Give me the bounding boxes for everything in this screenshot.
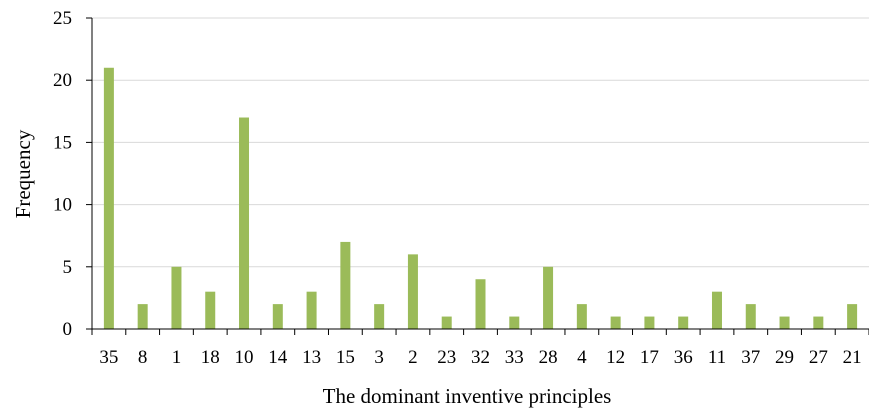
x-tick-label: 3 [374,347,384,368]
bar-21 [847,304,858,329]
bar-29 [779,316,790,329]
bar-12 [610,316,621,329]
y-tick-label: 0 [63,319,73,340]
x-tick-label: 15 [336,347,355,368]
x-tick-label: 36 [674,347,693,368]
x-tick-label: 2 [408,347,418,368]
bar-27 [813,316,824,329]
x-axis-title: The dominant inventive principles [323,384,612,408]
bar-14 [272,304,283,329]
bars [103,67,858,330]
bar-18 [205,291,216,329]
y-tick-label: 10 [53,195,72,216]
bar-37 [745,304,756,329]
y-axis-title: Frequency [11,129,35,218]
x-tick-label: 28 [539,347,558,368]
bar-8 [137,304,148,329]
bar-23 [441,316,452,329]
bar-1 [171,266,182,329]
x-tick-label: 1 [172,347,182,368]
bar-15 [340,241,351,329]
x-tick-label: 37 [741,347,760,368]
x-tick-label: 23 [437,347,456,368]
y-tick-label: 15 [53,132,72,153]
bar-10 [239,117,250,330]
x-tick-label: 17 [640,347,659,368]
x-tick-label: 21 [843,347,862,368]
y-tick-label: 25 [53,8,72,29]
x-tick-label: 18 [201,347,220,368]
x-tick-label: 13 [302,347,321,368]
bar-35 [103,67,114,329]
bar-28 [543,266,554,329]
x-tick-label: 35 [99,347,118,368]
x-tick-label: 12 [606,347,625,368]
x-tick-label: 33 [505,347,524,368]
gridlines [92,17,869,268]
x-tick-label: 32 [471,347,490,368]
bar-33 [509,316,520,329]
x-tick-label: 29 [775,347,794,368]
x-tick-label: 8 [138,347,148,368]
y-tick-label: 5 [63,257,73,278]
x-tick-label: 11 [708,347,726,368]
x-ticks: 35 8 1 18 10 14 13 15 3 2 23 32 33 28 4 12 17 36 11 37 29 27 2… [91,329,869,368]
x-tick-label: 10 [235,347,254,368]
bar-3 [374,304,385,329]
y-tick-label: 20 [53,70,72,91]
bar-32 [475,279,486,329]
x-tick-label: 14 [268,347,288,368]
y-ticks: 0 5 10 15 20 25 [53,8,92,340]
x-tick-label: 4 [577,347,587,368]
bar-36 [678,316,689,329]
bar-4 [576,304,587,329]
x-tick-label: 27 [809,347,828,368]
bar-11 [711,291,722,329]
bar-13 [306,291,317,329]
bar-17 [644,316,655,329]
bar-2 [407,254,418,329]
